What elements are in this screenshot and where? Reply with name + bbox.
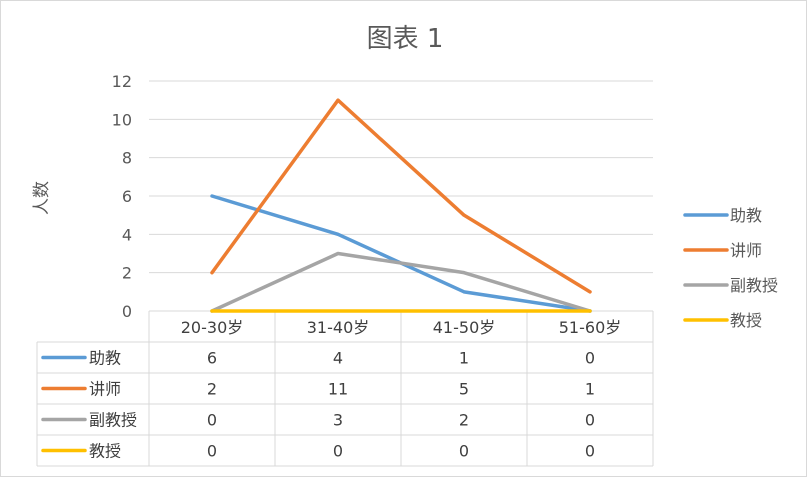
y-tick-label-8: 8 [122,149,132,168]
data-point-讲师-3 [588,290,592,294]
x-tick-label-31-40岁: 31-40岁 [307,318,370,337]
y-tick-label-12: 12 [112,72,132,91]
table-cell-副教授-2: 2 [459,411,469,430]
y-tick-label-10: 10 [112,110,132,129]
y-tick-label-0: 0 [122,302,132,321]
data-point-讲师-2 [462,213,466,217]
legend-label-助教: 助教 [730,206,762,225]
table-row-label-教授: 教授 [89,442,121,461]
table-row-label-讲师: 讲师 [89,380,121,399]
table-cell-讲师-2: 5 [459,380,469,399]
table-cell-助教-0: 6 [207,349,217,368]
x-tick-label-51-60岁: 51-60岁 [559,318,622,337]
table-cell-教授-2: 0 [459,442,469,461]
data-point-副教授-2 [462,271,466,275]
series-line-副教授 [210,251,592,313]
data-point-教授-1 [336,309,340,313]
data-point-助教-1 [336,232,340,236]
data-point-助教-2 [462,290,466,294]
table-cell-讲师-1: 11 [328,380,348,399]
gridlines [149,80,653,274]
data-point-助教-0 [210,194,214,198]
table-cell-讲师-3: 1 [585,380,595,399]
table-cell-教授-0: 0 [207,442,217,461]
table-row-label-副教授: 副教授 [89,411,137,430]
y-tick-label-6: 6 [122,187,132,206]
y-axis-ticks: 0 2 4 6 8 10 12 [112,72,132,321]
table-cell-副教授-0: 0 [207,411,217,430]
data-point-教授-0 [210,309,214,313]
x-tick-label-41-50岁: 41-50岁 [433,318,496,337]
legend-label-教授: 教授 [730,311,762,330]
legend-label-副教授: 副教授 [730,276,778,295]
data-point-讲师-1 [336,98,340,102]
plot-area [210,98,592,313]
table-cell-教授-3: 0 [585,442,595,461]
data-point-副教授-1 [336,252,340,255]
table-cell-助教-1: 4 [333,349,343,368]
y-axis-label: 人数 [32,181,52,215]
data-point-教授-3 [588,309,592,313]
series-line-讲师 [210,98,592,294]
table-cell-副教授-1: 3 [333,411,343,430]
table-cell-教授-1: 0 [333,442,343,461]
data-point-讲师-0 [210,271,214,275]
x-tick-label-20-30岁: 20-30岁 [181,318,244,337]
y-tick-label-2: 2 [122,264,132,283]
table-cell-讲师-0: 2 [207,380,217,399]
table-cell-助教-2: 1 [459,349,469,368]
data-point-教授-2 [462,309,466,313]
y-tick-label-4: 4 [122,225,132,244]
table-cell-副教授-3: 0 [585,411,595,430]
table-cell-助教-3: 0 [585,349,595,368]
table-row-label-助教: 助教 [89,349,121,368]
legend-label-讲师: 讲师 [730,241,762,260]
chart-title: 图表 1 [367,24,444,54]
